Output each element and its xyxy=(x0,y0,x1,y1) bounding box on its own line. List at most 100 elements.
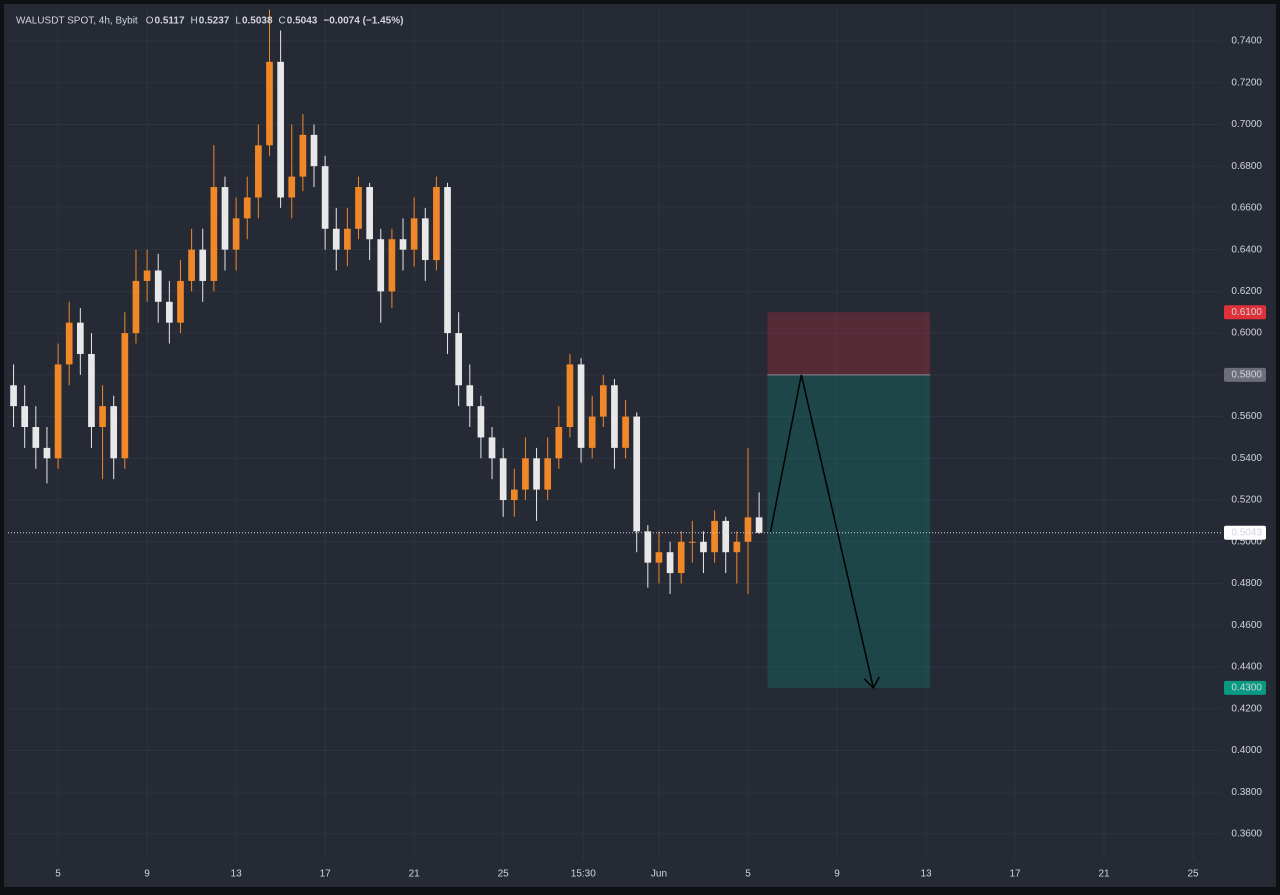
header-value: 0.5117 xyxy=(155,16,185,27)
candle-body xyxy=(488,437,496,459)
header-value: 0.5237 xyxy=(199,16,230,27)
candle-body xyxy=(522,458,529,490)
candle-body xyxy=(188,249,195,281)
candle-body xyxy=(266,61,273,146)
x-tick-label: 13 xyxy=(920,869,932,880)
x-tick-label: 5 xyxy=(55,869,61,880)
y-tick-label: 0.4600 xyxy=(1231,620,1262,631)
price-tag xyxy=(1224,525,1266,540)
candle-body xyxy=(32,427,40,448)
y-tick-label: 0.5200 xyxy=(1231,495,1262,506)
candle-body xyxy=(722,520,730,553)
y-tick-label: 0.4000 xyxy=(1231,745,1262,756)
candle-body xyxy=(377,239,385,292)
arrow-head xyxy=(863,676,880,690)
x-tick-label: 13 xyxy=(231,869,243,880)
candle-body xyxy=(666,552,674,574)
candle-body xyxy=(255,145,262,198)
header-label: C xyxy=(279,16,286,27)
candle-body xyxy=(154,270,162,302)
header-value: 0.5038 xyxy=(242,16,273,27)
candle-body xyxy=(110,406,118,459)
candle-body xyxy=(433,187,440,261)
candle-body xyxy=(388,239,396,292)
candle-body xyxy=(221,187,229,250)
candle-body xyxy=(644,531,652,563)
y-tick-label: 0.4200 xyxy=(1231,703,1262,714)
candle-body xyxy=(177,280,184,323)
candle-body xyxy=(65,322,73,365)
candle-body xyxy=(555,427,563,459)
candle-body xyxy=(700,541,707,553)
x-tick-label: 5 xyxy=(745,869,751,880)
candle-body xyxy=(499,458,507,501)
header-label: H xyxy=(191,16,198,27)
price-tag-label: 0.5043 xyxy=(1231,527,1262,538)
candle-body xyxy=(399,239,407,250)
candle-body xyxy=(588,416,596,448)
y-tick-label: 0.5400 xyxy=(1231,453,1262,464)
candle-body xyxy=(88,353,95,428)
candle-body xyxy=(366,187,373,240)
candle-body xyxy=(577,364,585,448)
candle-body xyxy=(143,270,151,281)
candle-body xyxy=(166,301,173,323)
x-tick-label: 17 xyxy=(1009,869,1021,880)
y-tick-label: 0.7000 xyxy=(1231,119,1262,130)
y-tick-label: 0.7200 xyxy=(1231,77,1262,88)
candle-body xyxy=(355,187,362,229)
x-tick-label: 21 xyxy=(409,869,421,880)
candle-body xyxy=(277,61,284,198)
candle-body xyxy=(510,489,518,501)
candle-body xyxy=(477,406,485,438)
candle-body xyxy=(655,552,663,563)
x-tick-label: 21 xyxy=(1098,869,1110,880)
candle-body xyxy=(533,458,540,490)
x-tick-label: 25 xyxy=(1188,869,1200,880)
y-tick-label: 0.6800 xyxy=(1231,161,1262,172)
price-tag xyxy=(1224,305,1266,320)
chart-title: WALUSDT SPOT, 4h, Bybit xyxy=(16,16,138,27)
candle-body xyxy=(332,228,340,250)
candle-body xyxy=(466,385,474,407)
candle-body xyxy=(199,249,207,281)
x-tick-label: 25 xyxy=(498,869,510,880)
candle-body xyxy=(54,364,62,459)
candle-body xyxy=(99,406,106,428)
y-tick-label: 0.6600 xyxy=(1231,203,1262,214)
price-tag xyxy=(1224,367,1266,382)
candle-body xyxy=(132,280,140,334)
y-tick-label: 0.6400 xyxy=(1231,244,1262,255)
candle-body xyxy=(43,447,51,459)
candle-body xyxy=(633,416,641,532)
candle-body xyxy=(321,166,329,229)
candle-body xyxy=(299,134,307,177)
candle-body xyxy=(444,187,451,334)
x-tick-label: 9 xyxy=(834,869,840,880)
y-tick-label: 0.5600 xyxy=(1231,411,1262,422)
candle-body xyxy=(210,187,218,281)
y-tick-label: 0.6200 xyxy=(1231,286,1262,297)
stop-zone xyxy=(767,312,931,375)
forecast-arrow xyxy=(769,374,875,689)
y-tick-label: 0.3600 xyxy=(1231,829,1262,840)
header-value: 0.5043 xyxy=(287,16,318,27)
candle-body xyxy=(76,322,84,354)
x-tick-label: 15:30 xyxy=(571,869,596,880)
candle-body xyxy=(688,541,696,543)
candle-body xyxy=(421,218,429,261)
candle-body xyxy=(599,385,607,417)
candle-body xyxy=(611,385,618,448)
candle-body xyxy=(121,333,129,459)
candle-body xyxy=(711,520,718,553)
candle-body xyxy=(566,364,574,428)
price-tag-label: 0.5800 xyxy=(1231,369,1262,380)
labels: 0.3600 0.3800 0.4000 0.4200 0.4400 0.4600 0.48… xyxy=(55,36,1266,880)
candle-body xyxy=(410,218,418,250)
target-zone xyxy=(767,374,931,688)
price-tag xyxy=(1224,680,1266,695)
header-label: O xyxy=(146,16,154,27)
y-tick-label: 0.3800 xyxy=(1231,787,1262,798)
price-tag-label: 0.4300 xyxy=(1231,682,1262,693)
